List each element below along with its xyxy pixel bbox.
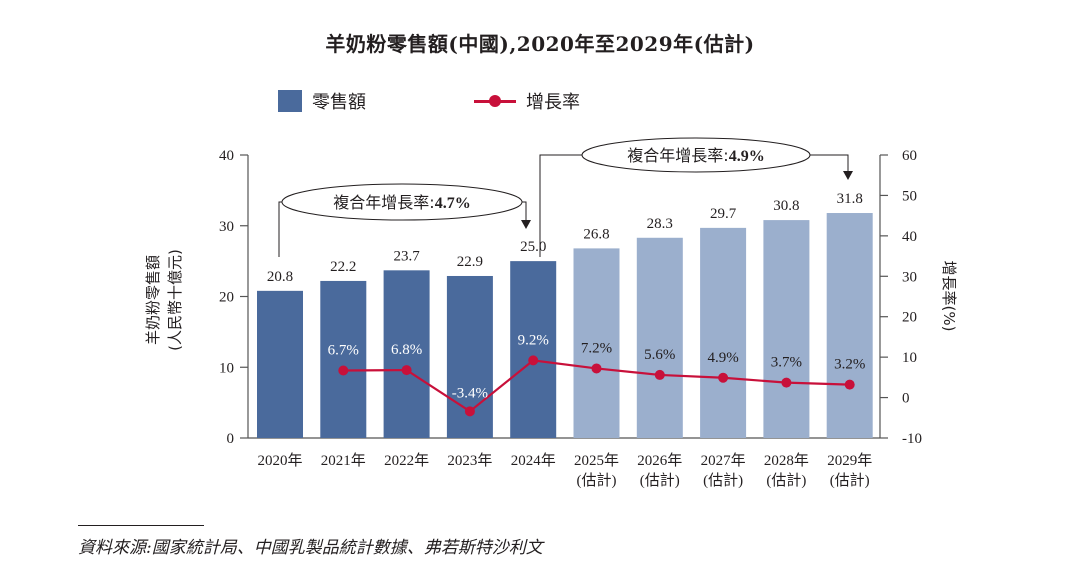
x-axis-tick-label: 2022年 (384, 452, 429, 469)
legend-item-growth-rate: 增長率 (474, 88, 580, 114)
legend-swatch-line (474, 90, 516, 112)
bar (383, 270, 430, 438)
bar (826, 213, 873, 438)
left-axis-tick-label: 40 (219, 148, 234, 164)
right-axis-tick-label: 10 (902, 350, 917, 366)
x-axis-tick-label: 2020年 (257, 452, 302, 469)
x-axis-tick-label: 2028年 (764, 452, 809, 469)
bar-value-label: 26.8 (583, 226, 609, 242)
right-axis-tick-label: 0 (902, 391, 910, 407)
growth-rate-point (591, 363, 602, 374)
legend-swatch-bar (278, 90, 302, 112)
growth-rate-point (528, 355, 539, 366)
cagr-2020-2024-label-prefix: 複合年增長率: (333, 193, 434, 212)
cagr-2024-2029-label-value: 4.9% (729, 148, 765, 165)
bar (510, 261, 557, 438)
growth-rate-label: 4.9% (707, 350, 738, 366)
growth-rate-label: 3.2% (834, 357, 865, 373)
cagr-2024-2029-connector-right (810, 154, 849, 172)
growth-rate-point (654, 369, 665, 380)
source-divider (78, 525, 204, 526)
bar (700, 227, 747, 438)
legend-label-growth-rate: 增長率 (526, 92, 580, 113)
right-axis-tick-label: 50 (902, 188, 917, 204)
cagr-2020-2024-ellipse (281, 183, 523, 221)
growth-rate-label: 6.8% (391, 342, 422, 358)
bar-value-label: 28.3 (647, 216, 673, 232)
growth-rate-point (401, 365, 412, 376)
bar (257, 290, 303, 438)
right-axis-tick-label: 40 (902, 229, 917, 245)
cagr-2024-2029-connector-left (539, 154, 582, 257)
x-axis-tick-sublabel: (估計) (703, 472, 743, 489)
x-axis-tick-label: 2029年 (827, 452, 872, 469)
left-axis-tick-label: 0 (227, 431, 235, 447)
x-axis-tick-sublabel: (估計) (577, 472, 617, 489)
cagr-2020-2024-label-value: 4.7% (435, 195, 471, 212)
x-axis-tick-label: 2021年 (321, 452, 366, 469)
x-axis-tick-label: 2025年 (574, 452, 619, 469)
x-axis-tick-sublabel: (估計) (766, 472, 806, 489)
growth-rate-label: 3.7% (771, 355, 802, 371)
left-axis-title: 羊奶粉零售額 (144, 255, 162, 345)
right-axis-tick-label: 30 (902, 269, 917, 285)
cagr-2024-2029-label-prefix: 複合年增長率: (627, 146, 728, 165)
left-axis-tick-label: 10 (219, 360, 234, 376)
growth-rate-label: 7.2% (581, 340, 612, 356)
bar-value-label: 29.7 (710, 206, 737, 222)
growth-rate-label: 9.2% (518, 332, 549, 348)
bar (636, 237, 683, 438)
growth-rate-point (844, 379, 855, 390)
cagr-2020-2024-connector-right (522, 201, 527, 221)
growth-rate-label: -3.4% (452, 385, 488, 401)
left-axis-unit: (人民幣十億元) (166, 249, 184, 351)
chart-title: 羊奶粉零售額(中國),2020年至2029年(估計) (325, 32, 755, 56)
growth-rate-label: 6.7% (328, 342, 359, 358)
right-axis-tick-label: -10 (902, 431, 922, 447)
bar-value-label: 20.8 (267, 269, 293, 285)
x-axis-tick-label: 2024年 (511, 452, 556, 469)
x-axis-tick-sublabel: (估計) (640, 472, 680, 489)
source-note: 資料來源:國家統計局、中國乳製品統計數據、弗若斯特沙利文 (78, 538, 543, 558)
cagr-2024-2029-label: 複合年增長率:4.9% (627, 146, 764, 165)
right-axis-title: 增長率(%) (940, 261, 958, 332)
bar (763, 220, 810, 438)
left-axis-tick-label: 20 (219, 290, 234, 306)
cagr-2020-2024-label: 複合年增長率:4.7% (333, 193, 470, 212)
bar-value-label: 23.7 (393, 248, 420, 264)
arrow-down-icon (521, 220, 531, 229)
growth-rate-point (718, 372, 729, 383)
bar-value-label: 30.8 (773, 198, 799, 214)
x-axis-tick-label: 2027年 (701, 452, 746, 469)
right-axis-tick-label: 60 (902, 148, 917, 164)
bar-value-label: 22.2 (330, 259, 356, 275)
x-axis-tick-sublabel: (估計) (830, 472, 870, 489)
bar-value-label: 22.9 (457, 254, 483, 270)
legend-item-retail-sales: 零售額 (278, 88, 366, 114)
growth-rate-label: 5.6% (644, 347, 675, 363)
growth-rate-point (464, 406, 475, 417)
x-axis-tick-label: 2026年 (637, 452, 682, 469)
bar-value-label: 31.8 (837, 191, 863, 207)
growth-rate-point (781, 377, 792, 388)
right-axis-tick-label: 20 (902, 310, 917, 326)
x-axis-tick-label: 2023年 (447, 452, 492, 469)
bar (320, 280, 367, 438)
growth-rate-point (338, 365, 349, 376)
bar (573, 248, 620, 438)
legend-label-retail-sales: 零售額 (312, 92, 366, 113)
cagr-2024-2029-ellipse (581, 137, 811, 173)
cagr-2020-2024-connector-left (278, 201, 282, 257)
arrow-down-icon (843, 171, 853, 180)
bar-value-label: 25.0 (520, 239, 546, 255)
left-axis-tick-label: 30 (219, 219, 234, 235)
